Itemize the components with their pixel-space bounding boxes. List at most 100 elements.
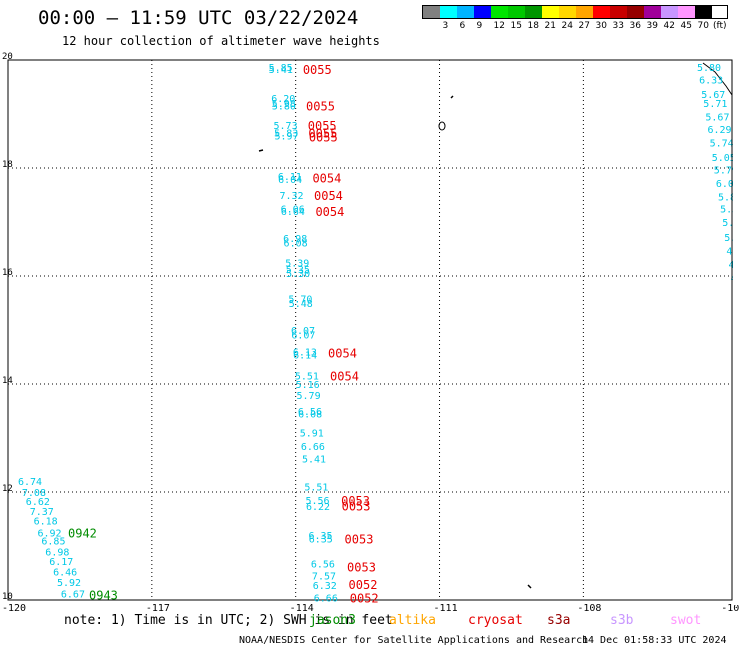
colorbar-tick-label: 27 [578,21,590,31]
track-b-swh-value: 7.37 [30,507,54,518]
track-a-swh-value: 6.07 [291,330,315,341]
colorbar-swatch [474,6,491,18]
track-a-swh-value: 6.20 [271,94,295,105]
mission-legend-item: cryosat [468,613,523,628]
colorbar-swatch [440,6,457,18]
colorbar-swatch [576,6,593,18]
colorbar-tick-label: 15 [510,21,522,31]
notes-line: note: 1) Time is in UTC; 2) SWH is in fe… [64,614,393,627]
latitude-tick-label: 16 [2,268,13,278]
colorbar-swatch [627,6,644,18]
longitude-tick-label: -111 [434,603,458,614]
colorbar-swatch [508,6,525,18]
track-b-swh-value: 6.46 [53,567,77,578]
track-a-time-label: 0054 [314,189,343,203]
track-a-time-label: 0054 [315,205,344,219]
longitude-tick-label: -10 [721,603,739,614]
colorbar-swatch [423,6,440,18]
colorbar-swatch [542,6,559,18]
longitude-tick-label: -108 [577,603,601,614]
track-c-swh-value: 6.29 [708,125,732,136]
track-c-swh-value: 5.95 [722,218,740,229]
track-a-swh-value: 6.22 [306,502,330,513]
track-c-swh-value: 5.67 [701,90,725,101]
colorbar-tick-label: 24 [561,21,573,31]
track-a-swh-value: 6.35 [309,534,333,545]
mission-legend-item: altika [389,613,436,628]
page-title: 00:00 – 11:59 UTC 03/22/2024 [38,7,359,29]
track-a-swh-value: 5.85 [269,63,293,74]
track-a-swh-value: 5.91 [300,429,324,440]
track-a-swh-value: 5.56 [305,496,329,507]
track-a-swh-value: 6.08 [298,410,322,421]
track-a-swh-value: 6.66 [314,593,338,604]
colorbar-swatch [695,6,712,18]
latitude-tick-label: 20 [2,52,13,62]
track-a-swh-value: 5.97 [274,132,298,143]
colorbar-swatch [661,6,678,18]
track-a-swh-value: 6.13 [293,348,317,359]
track-a-swh-value: 5.39 [285,259,309,270]
longitude-tick-label: -120 [2,603,26,614]
track-a-time-label: 0055 [308,119,337,133]
track-a-time-label: 0054 [328,347,357,361]
track-a-swh-value: 7.32 [280,191,304,202]
colorbar-tick-label: 12 [493,21,505,31]
colorbar-swatch [559,6,576,18]
track-b-swh-value: 6.85 [41,537,65,548]
track-a-swh-value: 6.08 [284,239,308,250]
latitude-tick-label: 10 [2,592,13,602]
longitude-tick-label: -117 [146,603,170,614]
track-a-swh-value: 5.83 [274,128,298,139]
track-a-swh-value: 5.70 [288,295,312,306]
coastline-segment [702,62,733,96]
track-c-swh-value: 5.83 [718,193,740,204]
track-a-time-label: 0054 [330,369,359,383]
track-a-swh-value: 5.80 [272,101,296,112]
track-a-time-label: 0053 [347,561,376,575]
track-a-swh-value: 6.66 [301,442,325,453]
track-a-swh-value: 6.14 [293,350,317,361]
track-a-swh-value: 6.07 [291,326,315,337]
track-c-swh-value: 6.33 [699,75,723,86]
colorbar-swatch [610,6,627,18]
track-b-swh-value: 6.62 [26,497,50,508]
colorbar-unit-label: (ft) [713,21,727,31]
footer-org: NOAA/NESDIS Center for Satellite Applica… [239,635,589,646]
colorbar-swatch [593,6,610,18]
track-a-swh-value: 5.41 [302,455,326,466]
longitude-tick-label: -114 [290,603,314,614]
track-a-swh-value: 5.30 [286,269,310,280]
island-outline [258,149,264,152]
track-a-swh-value: 5.98 [272,99,296,110]
track-b-time-label: 0943 [89,589,118,603]
colorbar-tick-label: 30 [595,21,607,31]
wave-height-colorbar: 3 6 9 12 15 18 21 24 27 30 33 36 39 42 45 70 (ft) [422,5,728,37]
track-a-swh-value: 5.51 [295,371,319,382]
track-a-swh-value: 6.98 [283,234,307,245]
track-a-swh-value: 7.57 [312,572,336,583]
track-a-time-label: 0053 [345,532,374,546]
track-c-swh-value: 5.74 [710,139,734,150]
colorbar-tick-label: 42 [663,21,675,31]
track-b-swh-value: 6.18 [34,517,58,528]
track-c-swh-value: 6.07 [716,179,740,190]
track-a-swh-value: 5.41 [269,65,293,76]
track-a-swh-value: 6.04 [278,175,302,186]
track-a-swh-value: 6.64 [281,207,305,218]
latitude-tick-label: 18 [2,160,13,170]
mission-legend-item: s3b [610,613,634,628]
track-a-swh-value: 5.16 [296,380,320,391]
track-b-swh-value: 6.98 [45,547,69,558]
colorbar-labels: 3 6 9 12 15 18 21 24 27 30 33 36 39 42 45 70 (ft) [422,22,728,34]
track-a-swh-value: 5.73 [274,121,298,132]
track-a-swh-value: 5.51 [304,483,328,494]
track-a-swh-value: 6.56 [311,559,335,570]
track-c-swh-value: 5.71 [703,99,727,110]
colorbar-tick-label: 3 [442,21,449,31]
colorbar-tick-label: 6 [459,21,466,31]
track-b-swh-value: 7.08 [22,488,46,499]
track-a-swh-value: 6.32 [313,581,337,592]
track-c-swh-value: 5.79 [714,166,738,177]
